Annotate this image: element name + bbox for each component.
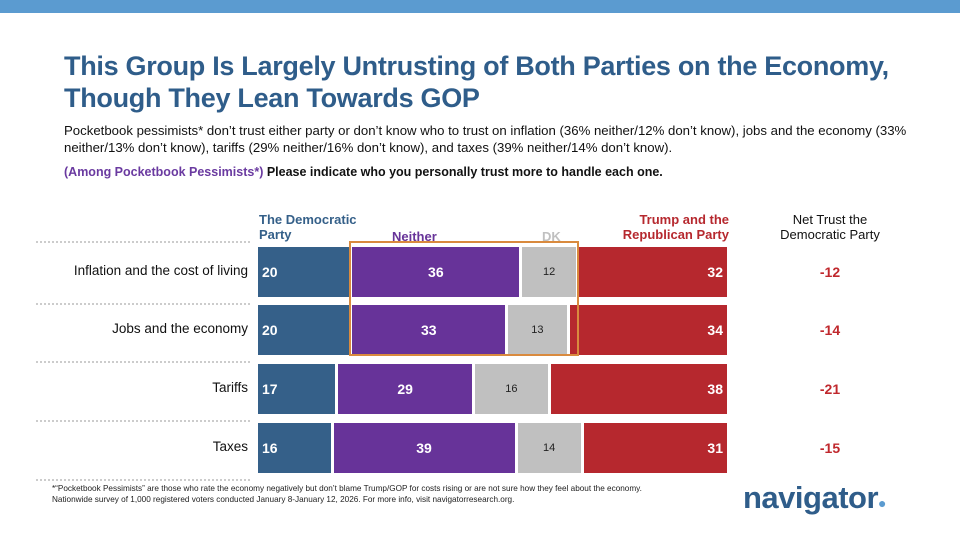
category-label: Taxes [212, 439, 248, 454]
net-value: -21 [819, 381, 841, 397]
footnote-methodology: Nationwide survey of 1,000 registered vo… [52, 495, 515, 504]
bar-neither: 33 [352, 305, 506, 355]
bar-the-democratic-party: 17 [258, 364, 336, 414]
bar-neither: 29 [338, 364, 473, 414]
bar-dk: 16 [475, 364, 548, 414]
bar-the-democratic-party: 16 [258, 423, 331, 473]
bar-trump-and-the-republican-party: 34 [569, 305, 727, 355]
bar-trump-and-the-republican-party: 38 [550, 364, 727, 414]
page-title: This Group Is Largely Untrusting of Both… [64, 51, 889, 113]
legend-dk: DK [542, 229, 561, 244]
question: (Among Pocketbook Pessimists*) Please in… [64, 165, 663, 179]
legend-neither: Neither [392, 229, 437, 244]
net-value: -15 [819, 440, 841, 456]
net-header: Net Trust the Democratic Party [780, 212, 880, 242]
legend-democratic: The Democratic Party [259, 212, 357, 242]
question-audience: (Among Pocketbook Pessimists*) [64, 165, 264, 179]
bar-dk: 13 [508, 305, 567, 355]
bar-the-democratic-party: 20 [258, 247, 350, 297]
bar-dk: 14 [517, 423, 581, 473]
bar-trump-and-the-republican-party: 32 [578, 247, 727, 297]
category-label: Jobs and the economy [112, 321, 248, 336]
net-value: -14 [819, 322, 841, 338]
bar-neither: 36 [352, 247, 520, 297]
bar-trump-and-the-republican-party: 31 [583, 423, 727, 473]
net-value: -12 [819, 264, 841, 280]
subtitle: Pocketbook pessimists* don’t trust eithe… [64, 123, 907, 155]
footnote-definition: *“Pocketbook Pessimists” are those who r… [52, 484, 642, 493]
bar-neither: 39 [333, 423, 515, 473]
row-divider [36, 303, 250, 305]
bar-dk: 12 [522, 247, 576, 297]
row-divider [36, 361, 250, 363]
legend-republican: Trump and the Republican Party [622, 212, 729, 242]
category-label: Inflation and the cost of living [73, 263, 248, 278]
question-text: Please indicate who you personally trust… [263, 165, 663, 179]
row-divider [36, 420, 250, 422]
row-divider [36, 479, 250, 481]
bar-the-democratic-party: 20 [258, 305, 350, 355]
row-divider [36, 241, 250, 243]
top-banner [0, 0, 960, 13]
footnotes: *“Pocketbook Pessimists” are those who r… [52, 483, 642, 505]
category-label: Tariffs [212, 380, 248, 395]
highlight-box [349, 241, 579, 356]
navigator-logo: navigator● [743, 480, 886, 515]
